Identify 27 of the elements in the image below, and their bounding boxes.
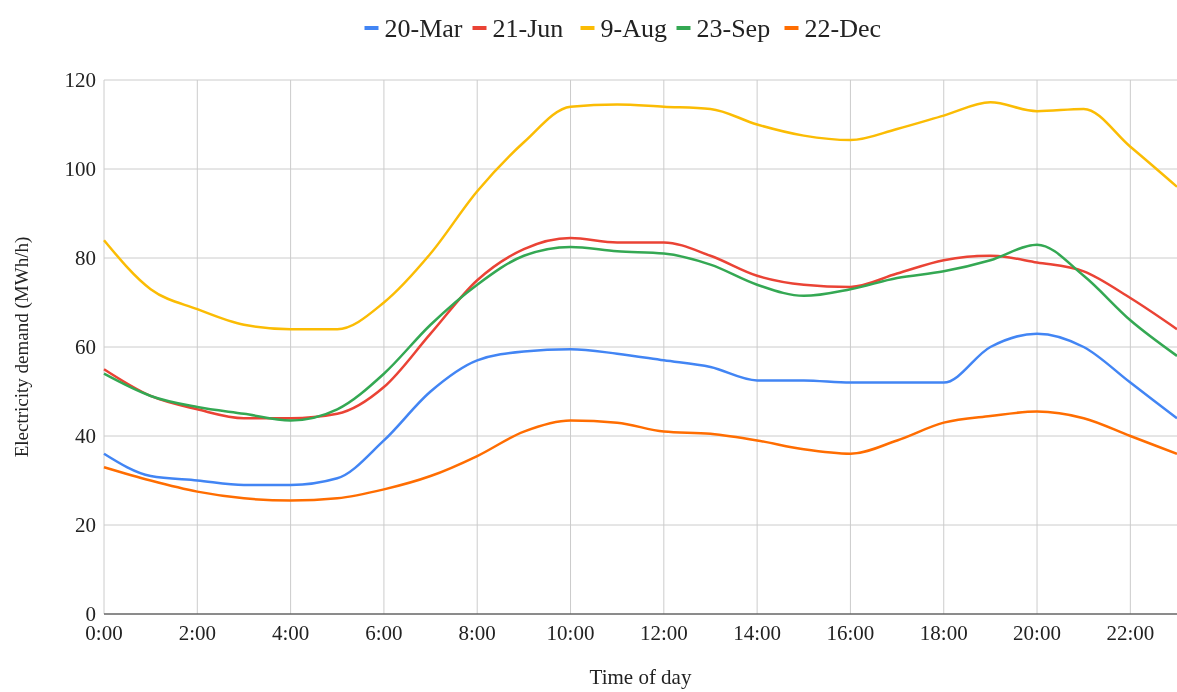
x-tick-label: 8:00 — [458, 621, 496, 645]
x-tick-label: 2:00 — [178, 621, 216, 645]
y-axis-title: Electricity demand (MWh/h) — [11, 236, 33, 458]
y-tick-label: 40 — [75, 424, 96, 449]
y-tick-label: 120 — [64, 68, 96, 93]
x-tick-label: 6:00 — [365, 621, 403, 645]
y-tick-label: 100 — [64, 157, 96, 182]
legend-label: 21-Jun — [492, 14, 564, 44]
line-series — [102, 332, 1177, 487]
legend-label: 23-Sep — [696, 14, 771, 44]
legend-label: 20-Mar — [384, 14, 463, 44]
y-tick-label: 80 — [75, 246, 96, 271]
x-axis-title: Time of day — [589, 665, 692, 689]
x-tick-label: 16:00 — [826, 621, 875, 645]
x-tick-label: 18:00 — [919, 621, 968, 645]
x-tick-label: 14:00 — [733, 621, 782, 645]
line-series — [102, 410, 1177, 502]
x-tick-label: 10:00 — [546, 621, 595, 645]
x-tick-label: 12:00 — [639, 621, 688, 645]
x-tick-label: 22:00 — [1106, 621, 1155, 645]
y-tick-label: 60 — [75, 335, 96, 360]
x-tick-label: 4:00 — [271, 621, 310, 645]
line-series — [102, 101, 1177, 331]
x-tick-label: 20:00 — [1013, 621, 1061, 645]
y-tick-label: 20 — [75, 513, 96, 538]
legend-label: 9-Aug — [600, 14, 667, 44]
legend-label: 22-Dec — [804, 14, 882, 44]
